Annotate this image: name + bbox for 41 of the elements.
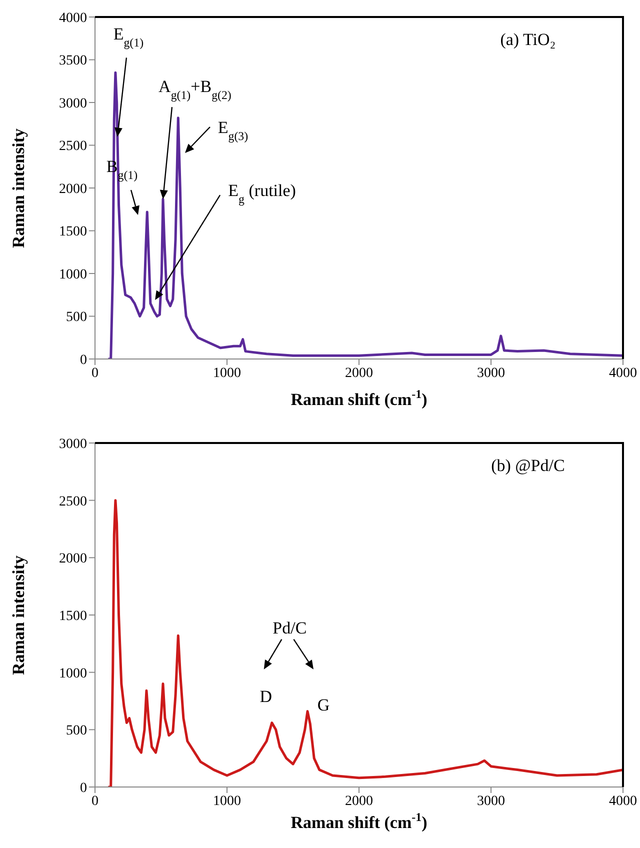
y-tick-label: 2000	[59, 552, 87, 567]
annotation: G	[317, 695, 330, 714]
x-axis-title: Raman shift (cm$^{-1}$)	[290, 387, 428, 409]
y-axis-title: Raman intensity	[9, 555, 28, 675]
x-tick-label: 1000	[213, 794, 241, 809]
annotation: E$_{g(3)}$	[218, 118, 248, 143]
y-tick-label: 1000	[59, 267, 87, 282]
y-tick-label: 0	[80, 780, 87, 796]
x-tick-label: 2000	[345, 794, 373, 809]
x-tick-label: 3000	[477, 794, 505, 809]
x-tick-label: 4000	[609, 794, 637, 809]
text: (b) @Pd/C	[491, 456, 565, 475]
line-series	[106, 71, 623, 359]
y-tick-label: 500	[66, 724, 87, 739]
y-tick-label: 3000	[59, 436, 87, 452]
x-tick-label: 0	[92, 794, 98, 809]
x-tick-label: 4000	[609, 366, 637, 381]
annotation: D	[260, 686, 272, 706]
annotation: E$_{g}$ (rutile)	[228, 181, 296, 206]
x-tick-label: 0	[92, 366, 98, 381]
y-tick-label: 1000	[59, 666, 87, 682]
y-tick-label: 500	[66, 310, 87, 326]
x-tick-label: 1000	[213, 366, 241, 381]
y-tick-label: 2000	[59, 182, 87, 197]
y-tick-label: 0	[80, 352, 87, 368]
y-tick-label: 3500	[59, 54, 87, 69]
y-tick-label: 3000	[59, 96, 87, 112]
annotation: E$_{g(1)}$	[113, 24, 144, 50]
line-series	[106, 499, 623, 787]
x-tick-label: 2000	[345, 366, 373, 381]
y-tick-label: 2500	[59, 139, 87, 154]
y-tick-label: 1500	[59, 224, 87, 240]
y-tick-label: 1500	[59, 608, 87, 624]
annotation: A$_{g(1)}$+B$_{g(2)}$	[158, 77, 232, 102]
y-axis-title: Raman intensity	[9, 128, 28, 248]
text: (a) TiO₂	[500, 30, 556, 49]
x-tick-label: 3000	[477, 366, 505, 381]
y-tick-label: 2500	[59, 494, 87, 510]
y-tick-label: 4000	[59, 10, 87, 26]
x-axis-title: Raman shift (cm$^{-1}$)	[290, 810, 428, 832]
annotation: Pd/C	[272, 618, 307, 638]
